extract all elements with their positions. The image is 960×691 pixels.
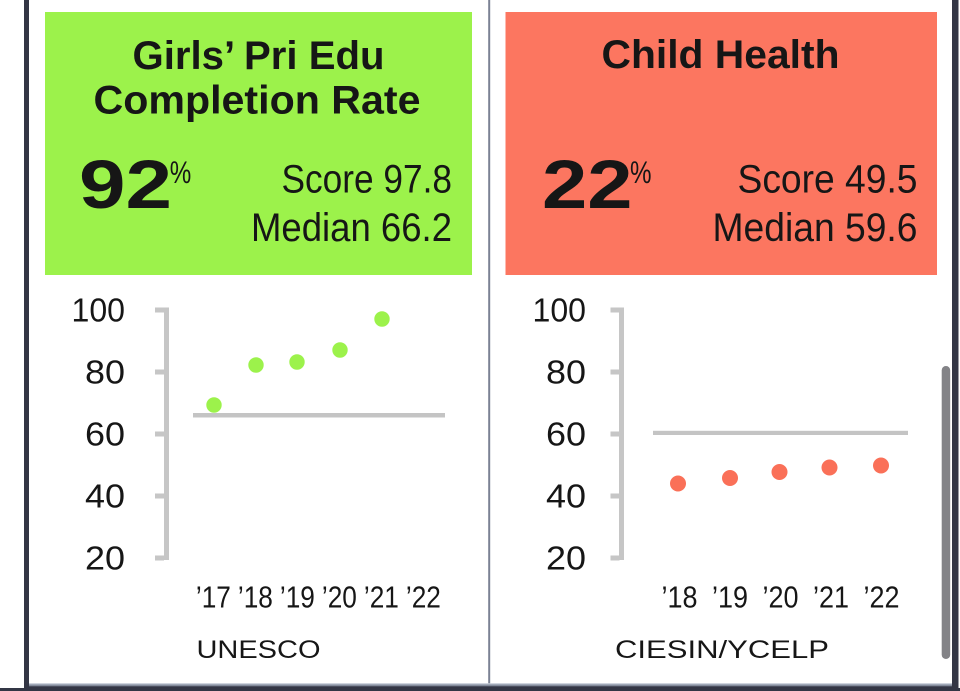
svg-text:’21: ’21	[813, 581, 849, 615]
svg-text:’17: ’17	[196, 581, 231, 615]
svg-text:Score 97.8: Score 97.8	[282, 158, 453, 202]
svg-text:CIESIN/YCELP: CIESIN/YCELP	[615, 636, 829, 664]
svg-text:60: 60	[85, 417, 125, 454]
svg-text:92: 92	[79, 146, 172, 223]
svg-text:20: 20	[546, 541, 586, 578]
svg-text:’18: ’18	[662, 581, 698, 615]
svg-text:100: 100	[533, 293, 587, 330]
svg-text:’21: ’21	[364, 581, 399, 615]
svg-text:Girls’ Pri Edu: Girls’ Pri Edu	[133, 34, 385, 78]
svg-text:Completion Rate: Completion Rate	[94, 79, 421, 123]
svg-text:’22: ’22	[406, 581, 441, 615]
svg-text:Median 59.6: Median 59.6	[713, 206, 918, 250]
svg-text:100: 100	[72, 293, 126, 330]
svg-text:’20: ’20	[322, 581, 357, 615]
svg-text:’18: ’18	[238, 581, 273, 615]
svg-text:%: %	[170, 154, 192, 190]
svg-text:’22: ’22	[864, 581, 900, 615]
svg-text:20: 20	[85, 541, 125, 578]
svg-text:%: %	[630, 154, 652, 190]
svg-text:Child Health: Child Health	[602, 33, 840, 77]
svg-text:UNESCO: UNESCO	[197, 636, 321, 664]
svg-text:60: 60	[546, 417, 586, 454]
svg-text:40: 40	[546, 479, 586, 516]
svg-text:40: 40	[85, 479, 125, 516]
svg-text:’19: ’19	[280, 581, 315, 615]
svg-text:’20: ’20	[763, 581, 799, 615]
svg-text:80: 80	[85, 355, 125, 392]
svg-text:80: 80	[546, 355, 586, 392]
svg-text:Median 66.2: Median 66.2	[251, 206, 452, 250]
svg-text:22: 22	[542, 146, 633, 223]
svg-text:’19: ’19	[712, 581, 748, 615]
svg-text:Score 49.5: Score 49.5	[738, 158, 918, 202]
